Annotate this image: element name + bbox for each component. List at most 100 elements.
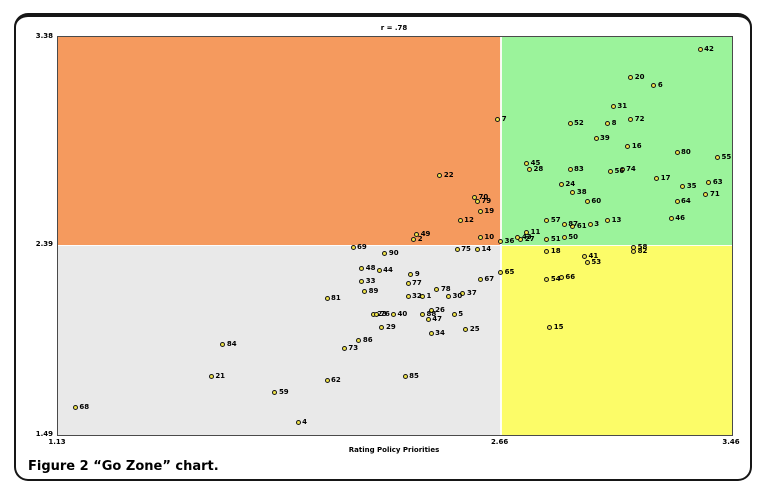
data-point-marker — [428, 308, 434, 314]
data-point-marker — [324, 377, 330, 383]
data-point-label: 19 — [484, 207, 495, 216]
data-point-label: 39 — [600, 133, 610, 142]
data-point-marker — [359, 266, 365, 272]
data-point-label: 72 — [634, 114, 645, 123]
data-point-label: 36 — [504, 236, 515, 245]
data-point-marker — [608, 169, 613, 175]
data-point-label: 79 — [481, 196, 492, 205]
data-point-label: 66 — [565, 272, 576, 281]
data-point-label: 69 — [357, 243, 367, 252]
data-point-marker — [451, 312, 457, 318]
data-point-label: 61 — [576, 222, 587, 231]
data-point-label: 23 — [377, 310, 388, 319]
data-point-marker — [527, 167, 532, 173]
data-point-label: 3 — [594, 219, 600, 228]
data-point-marker — [425, 316, 431, 322]
data-point-marker — [434, 287, 440, 293]
quadrant-top-right — [500, 37, 732, 246]
data-point-label: 7 — [501, 114, 507, 123]
data-point-marker — [706, 179, 712, 185]
data-point-label: 70 — [478, 192, 489, 201]
y-tick-label: 3.38 — [35, 32, 53, 40]
data-point-marker — [605, 120, 611, 126]
data-point-label: 6 — [657, 80, 663, 89]
data-point-marker — [703, 192, 709, 198]
data-point-marker — [474, 198, 480, 204]
data-point-label: 18 — [550, 247, 561, 256]
data-point-marker — [341, 346, 347, 352]
data-point-marker — [544, 236, 550, 242]
data-point-label: 16 — [631, 142, 642, 150]
data-point-marker — [544, 217, 550, 223]
data-point-label: 20 — [634, 72, 645, 81]
data-point-marker — [376, 268, 382, 274]
data-point-label: 51 — [550, 234, 561, 243]
data-point-label: 29 — [385, 323, 396, 332]
data-point-label: 85 — [409, 371, 419, 380]
data-point-label: 89 — [368, 287, 379, 296]
data-point-marker — [495, 116, 501, 122]
data-point-marker — [498, 270, 504, 276]
data-point-marker — [411, 236, 417, 242]
data-point-marker — [584, 198, 590, 204]
data-point-label: 47 — [432, 314, 443, 323]
data-point-marker — [498, 238, 504, 244]
data-point-label: 88 — [426, 310, 437, 319]
data-point-label: 32 — [412, 291, 422, 300]
data-point-marker — [457, 217, 463, 223]
data-point-marker — [362, 289, 368, 295]
x-divider-line — [500, 37, 502, 435]
data-point-label: 24 — [565, 179, 576, 188]
data-point-marker — [463, 327, 469, 333]
data-point-marker — [570, 224, 576, 230]
data-point-label: 68 — [79, 403, 90, 412]
data-point-marker — [379, 325, 385, 331]
data-point-label: 65 — [504, 268, 515, 277]
data-point-marker — [584, 259, 590, 265]
data-point-label: 12 — [464, 215, 474, 224]
data-point-label: 45 — [530, 158, 541, 167]
data-point-marker — [324, 295, 330, 301]
data-point-label: 26 — [435, 306, 445, 315]
data-point-label: 64 — [681, 196, 691, 205]
data-point-label: 44 — [383, 266, 393, 275]
data-point-marker — [567, 167, 573, 173]
data-point-label: 31 — [617, 101, 628, 110]
data-point-marker — [356, 337, 362, 343]
data-point-label: 4 — [302, 417, 307, 426]
data-point-label: 34 — [435, 329, 445, 338]
data-point-marker — [570, 190, 576, 196]
data-point-marker — [581, 253, 587, 259]
data-point-label: 58 — [637, 243, 648, 252]
data-point-label: 35 — [686, 182, 697, 190]
data-point-marker — [561, 234, 567, 240]
data-point-label: 15 — [553, 323, 564, 332]
data-point-marker — [454, 247, 460, 253]
data-point-marker — [715, 154, 721, 160]
data-point-marker — [402, 373, 408, 379]
y-tick-label: 1.49 — [35, 430, 53, 438]
data-point-marker — [382, 251, 388, 257]
data-point-label: 5 — [458, 310, 464, 319]
data-point-marker — [419, 312, 425, 318]
data-point-label: 74 — [626, 165, 636, 174]
data-point-label: 60 — [591, 196, 602, 205]
data-point-marker — [544, 249, 550, 255]
data-point-marker — [631, 249, 637, 255]
data-point-label: 33 — [365, 276, 376, 285]
data-point-label: 56 — [614, 167, 625, 176]
data-point-label: 2 — [417, 234, 423, 243]
data-point-marker — [414, 232, 420, 238]
data-point-marker — [561, 221, 567, 227]
data-point-marker — [593, 135, 599, 141]
data-point-marker — [628, 74, 634, 80]
data-point-marker — [220, 341, 226, 347]
data-point-label: 67 — [484, 274, 495, 283]
data-point-label: 76 — [380, 310, 390, 319]
data-point-marker — [437, 173, 443, 179]
data-point-marker — [654, 175, 660, 181]
quadrant-top-left — [58, 37, 501, 246]
data-point-label: 48 — [365, 264, 376, 273]
data-point-label: 73 — [348, 344, 359, 353]
data-point-label: 77 — [412, 278, 422, 287]
